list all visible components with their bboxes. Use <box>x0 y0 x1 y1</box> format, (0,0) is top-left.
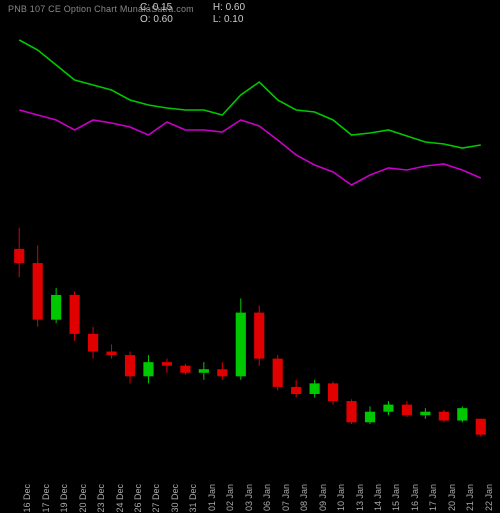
x-tick-label: 06 Jan <box>262 484 272 511</box>
x-tick-label: 13 Jan <box>355 484 365 511</box>
x-tick-label: 20 Jan <box>447 484 457 511</box>
x-tick-label: 20 Dec <box>78 484 88 513</box>
x-tick-label: 08 Jan <box>299 484 309 511</box>
x-tick-label: 21 Jan <box>465 484 475 511</box>
x-tick-label: 14 Jan <box>373 484 383 511</box>
chart-canvas <box>0 0 500 500</box>
x-tick-label: 24 Dec <box>115 484 125 513</box>
x-tick-label: 07 Jan <box>281 484 291 511</box>
x-tick-label: 16 Dec <box>22 484 32 513</box>
x-tick-label: 17 Jan <box>428 484 438 511</box>
x-axis: 16 Dec17 Dec19 Dec20 Dec23 Dec24 Dec26 D… <box>10 440 490 500</box>
x-tick-label: 01 Jan <box>207 484 217 511</box>
x-tick-label: 17 Dec <box>41 484 51 513</box>
x-tick-label: 30 Dec <box>170 484 180 513</box>
x-tick-label: 03 Jan <box>244 484 254 511</box>
x-tick-label: 22 Jan <box>484 484 494 511</box>
x-tick-label: 10 Jan <box>336 484 346 511</box>
x-tick-label: 27 Dec <box>151 484 161 513</box>
x-tick-label: 31 Dec <box>188 484 198 513</box>
x-tick-label: 26 Dec <box>133 484 143 513</box>
x-tick-label: 16 Jan <box>410 484 420 511</box>
x-tick-label: 19 Dec <box>59 484 69 513</box>
x-tick-label: 09 Jan <box>318 484 328 511</box>
x-tick-label: 02 Jan <box>225 484 235 511</box>
x-tick-label: 23 Dec <box>96 484 106 513</box>
x-tick-label: 15 Jan <box>391 484 401 511</box>
